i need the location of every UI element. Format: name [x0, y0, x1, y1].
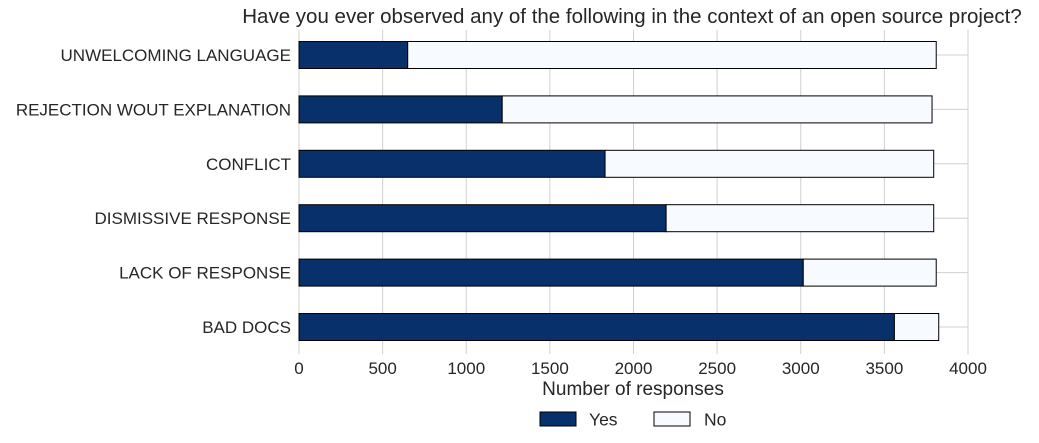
legend-swatch-yes [539, 411, 577, 427]
y-tick-label-conflict: CONFLICT [206, 155, 291, 174]
x-tick-label: 0 [294, 359, 303, 378]
bar-yes-lack-of-response [298, 258, 804, 287]
bar-no-unwelcoming-language [407, 41, 937, 69]
y-tick-label-dismissive-response: DISMISSIVE RESPONSE [95, 209, 292, 228]
axes-layer: 0 500 1000 1500 2000 2500 3000 3500 4000 UNWELCOM… [16, 46, 987, 378]
x-tick-label: 3500 [865, 359, 903, 378]
legend-label-yes: Yes [589, 410, 618, 430]
bar-yes-conflict [298, 149, 606, 178]
legend: Yes No [539, 410, 726, 430]
y-tick-label-bad-docs: BAD DOCS [202, 318, 291, 337]
x-tick-label: 2000 [615, 359, 653, 378]
x-tick-label: 3000 [782, 359, 820, 378]
chart-title: Have you ever observed any of the follow… [242, 5, 1021, 28]
x-tick-label: 500 [368, 359, 396, 378]
x-tick-label: 4000 [949, 359, 987, 378]
x-tick-label: 1000 [447, 359, 485, 378]
legend-swatch-no [653, 411, 691, 427]
bar-no-bad-docs [893, 313, 940, 341]
x-tick-label: 2500 [698, 359, 736, 378]
bar-no-lack-of-response [802, 258, 937, 287]
legend-label-no: No [704, 410, 726, 430]
x-axis-label: Number of responses [542, 379, 724, 400]
bar-no-rejection-wout-explanation [501, 95, 933, 124]
bar-yes-bad-docs [298, 313, 895, 341]
x-tick-label: 1500 [531, 359, 569, 378]
bar-yes-dismissive-response [298, 204, 667, 233]
bar-no-conflict [604, 149, 935, 178]
grid-layer [298, 30, 969, 354]
y-tick-label-lack-of-response: LACK OF RESPONSE [119, 264, 291, 283]
bar-no-dismissive-response [665, 204, 935, 233]
y-tick-label-rejection-wout-explanation: REJECTION WOUT EXPLANATION [16, 100, 291, 119]
bars-layer [298, 41, 940, 341]
y-tick-label-unwelcoming-language: UNWELCOMING LANGUAGE [61, 46, 291, 65]
bar-yes-rejection-wout-explanation [298, 95, 503, 124]
bar-yes-unwelcoming-language [298, 41, 409, 69]
